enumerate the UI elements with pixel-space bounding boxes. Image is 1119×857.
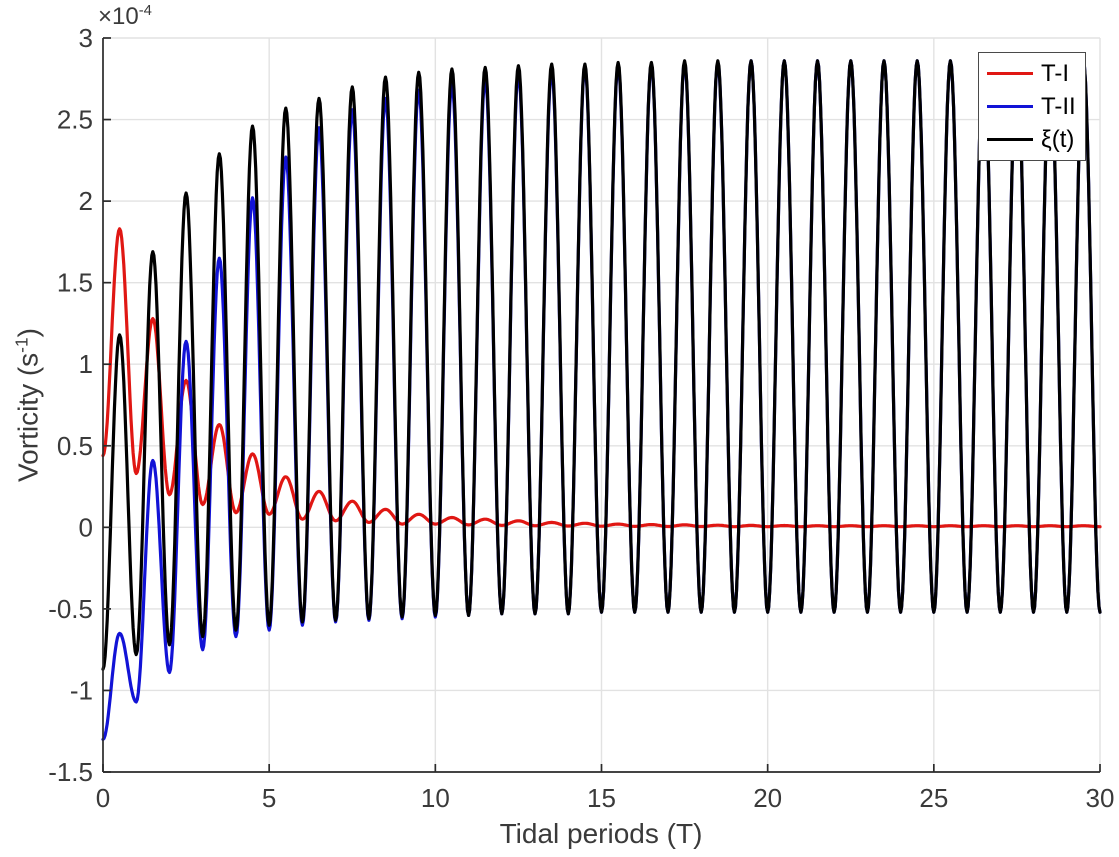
y-tick-label: 2.5 <box>57 105 93 135</box>
legend-line-sample-blue <box>987 104 1033 109</box>
legend-label: ξ(t) <box>1041 125 1075 153</box>
x-tick-label: 15 <box>587 783 616 813</box>
y-tick-label: -1.5 <box>48 757 93 787</box>
x-tick-label: 5 <box>262 783 276 813</box>
y-tick-label: -1 <box>70 675 93 705</box>
y-axis-label: Vorticity (s-1) <box>11 328 44 482</box>
y-tick-label: 0.5 <box>57 431 93 461</box>
legend-label: T-I <box>1041 59 1069 87</box>
series-line-xi <box>101 59 1102 671</box>
legend-entry-t1: T-I <box>987 59 1085 87</box>
legend: T-I T-II ξ(t) <box>978 52 1086 161</box>
y-tick-label: 0 <box>79 512 93 542</box>
x-tick-label: 25 <box>919 783 948 813</box>
y-tick-label: 3 <box>79 23 93 53</box>
y-tick-label: -0.5 <box>48 594 93 624</box>
legend-label: T-II <box>1041 92 1076 120</box>
x-tick-label: 30 <box>1086 783 1115 813</box>
x-tick-label: 20 <box>753 783 782 813</box>
x-tick-label: 0 <box>96 783 110 813</box>
legend-entry-t2: T-II <box>987 92 1085 120</box>
y-tick-label: 1.5 <box>57 268 93 298</box>
legend-line-sample-red <box>987 71 1033 76</box>
y-axis-offset-label: ×10-4 <box>98 3 152 30</box>
y-tick-label: 2 <box>79 186 93 216</box>
series-line-t1 <box>101 227 1102 529</box>
x-axis-label: Tidal periods (T) <box>499 818 703 849</box>
legend-line-sample-black <box>987 137 1033 142</box>
y-tick-label: 1 <box>79 349 93 379</box>
legend-entry-xi: ξ(t) <box>987 125 1085 153</box>
x-tick-label: 10 <box>421 783 450 813</box>
